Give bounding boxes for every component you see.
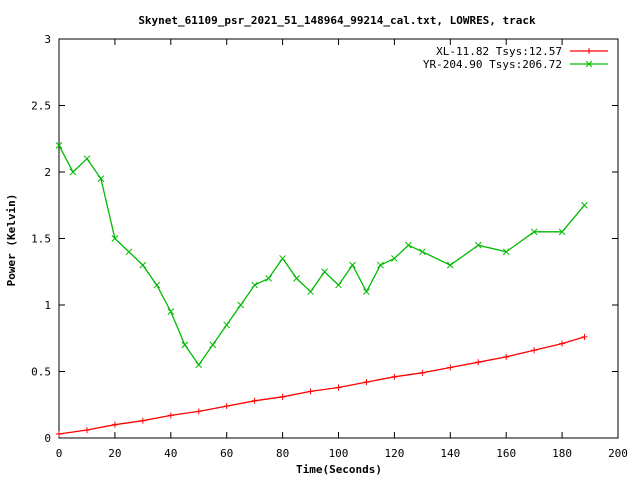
data-point-0 bbox=[475, 359, 482, 366]
x-tick-label: 180 bbox=[552, 447, 572, 460]
data-point-0 bbox=[223, 403, 230, 410]
y-tick-label: 1.5 bbox=[31, 233, 51, 246]
data-point-0 bbox=[419, 369, 426, 376]
data-point-1 bbox=[307, 288, 314, 296]
chart-title: Skynet_61109_psr_2021_51_148964_99214_ca… bbox=[138, 14, 536, 27]
x-tick-label: 80 bbox=[276, 447, 289, 460]
data-point-1 bbox=[69, 168, 77, 176]
data-point-1 bbox=[223, 321, 231, 329]
data-point-0 bbox=[83, 427, 90, 434]
x-tick-label: 0 bbox=[56, 447, 63, 460]
x-tick-label: 40 bbox=[164, 447, 177, 460]
data-point-1 bbox=[405, 241, 412, 249]
data-point-1 bbox=[209, 341, 217, 349]
data-point-0 bbox=[363, 379, 370, 386]
data-point-0 bbox=[503, 353, 510, 360]
legend-label-1: YR-204.90 Tsys:206.72 bbox=[423, 58, 562, 71]
data-point-1 bbox=[349, 261, 356, 269]
x-tick-label: 160 bbox=[496, 447, 516, 460]
data-point-0 bbox=[559, 340, 566, 347]
data-point-1 bbox=[377, 261, 384, 269]
data-point-1 bbox=[181, 341, 189, 349]
data-point-0 bbox=[581, 333, 588, 340]
x-axis-label: Time(Seconds) bbox=[296, 463, 382, 476]
data-point-0 bbox=[391, 373, 398, 380]
x-tick-label: 20 bbox=[108, 447, 121, 460]
y-tick-label: 2.5 bbox=[31, 100, 51, 113]
data-point-1 bbox=[446, 261, 454, 269]
data-point-0 bbox=[447, 364, 454, 371]
data-point-1 bbox=[195, 361, 203, 369]
y-axis-label: Power (Kelvin) bbox=[5, 194, 18, 287]
data-point-0 bbox=[279, 393, 286, 400]
data-point-1 bbox=[139, 261, 147, 269]
data-point-1 bbox=[237, 301, 245, 309]
data-point-1 bbox=[279, 255, 286, 262]
data-point-0 bbox=[307, 388, 314, 395]
data-point-0 bbox=[56, 431, 62, 438]
data-point-0 bbox=[195, 408, 202, 415]
data-point-0 bbox=[167, 412, 174, 419]
data-point-1 bbox=[97, 175, 105, 183]
x-tick-label: 140 bbox=[440, 447, 460, 460]
data-point-1 bbox=[293, 275, 300, 282]
data-point-1 bbox=[502, 248, 510, 256]
data-point-1 bbox=[111, 235, 119, 242]
axis-ticks: 0 20 40 60 80 100 120 140 160 180 200 0 0.5 1 1.5 2 2.5 3 bbox=[31, 33, 628, 460]
data-point-0 bbox=[139, 417, 146, 424]
legend-label-0: XL-11.82 Tsys:12.57 bbox=[436, 45, 562, 58]
data-point-1 bbox=[265, 275, 272, 282]
data-point-1 bbox=[391, 255, 398, 262]
data-point-1 bbox=[363, 288, 370, 296]
data-point-1 bbox=[474, 241, 482, 249]
x-tick-label: 120 bbox=[384, 447, 404, 460]
data-point-0 bbox=[531, 347, 538, 354]
data-point-1 bbox=[418, 248, 426, 256]
data-point-1 bbox=[55, 142, 63, 149]
data-point-1 bbox=[83, 155, 91, 163]
data-point-1 bbox=[581, 201, 588, 209]
data-point-1 bbox=[125, 248, 133, 256]
data-point-1 bbox=[335, 281, 342, 289]
x-tick-label: 200 bbox=[608, 447, 628, 460]
data-point-0 bbox=[335, 384, 342, 391]
y-tick-label: 0 bbox=[44, 432, 51, 445]
y-tick-label: 2 bbox=[44, 166, 51, 179]
y-tick-label: 1 bbox=[44, 299, 51, 312]
data-point-1 bbox=[167, 308, 175, 316]
data-point-0 bbox=[111, 421, 118, 428]
y-tick-label: 3 bbox=[44, 33, 51, 46]
legend-marker-1 bbox=[585, 60, 593, 68]
data-point-0 bbox=[251, 397, 258, 404]
x-tick-label: 60 bbox=[220, 447, 233, 460]
data-point-1 bbox=[251, 281, 259, 289]
data-point-1 bbox=[558, 228, 566, 236]
y-tick-label: 0.5 bbox=[31, 366, 51, 379]
series-layer bbox=[55, 142, 588, 438]
x-tick-label: 100 bbox=[329, 447, 349, 460]
series-line-0 bbox=[58, 336, 585, 435]
data-point-1 bbox=[153, 281, 161, 289]
data-point-1 bbox=[321, 268, 328, 276]
data-point-1 bbox=[530, 228, 538, 236]
